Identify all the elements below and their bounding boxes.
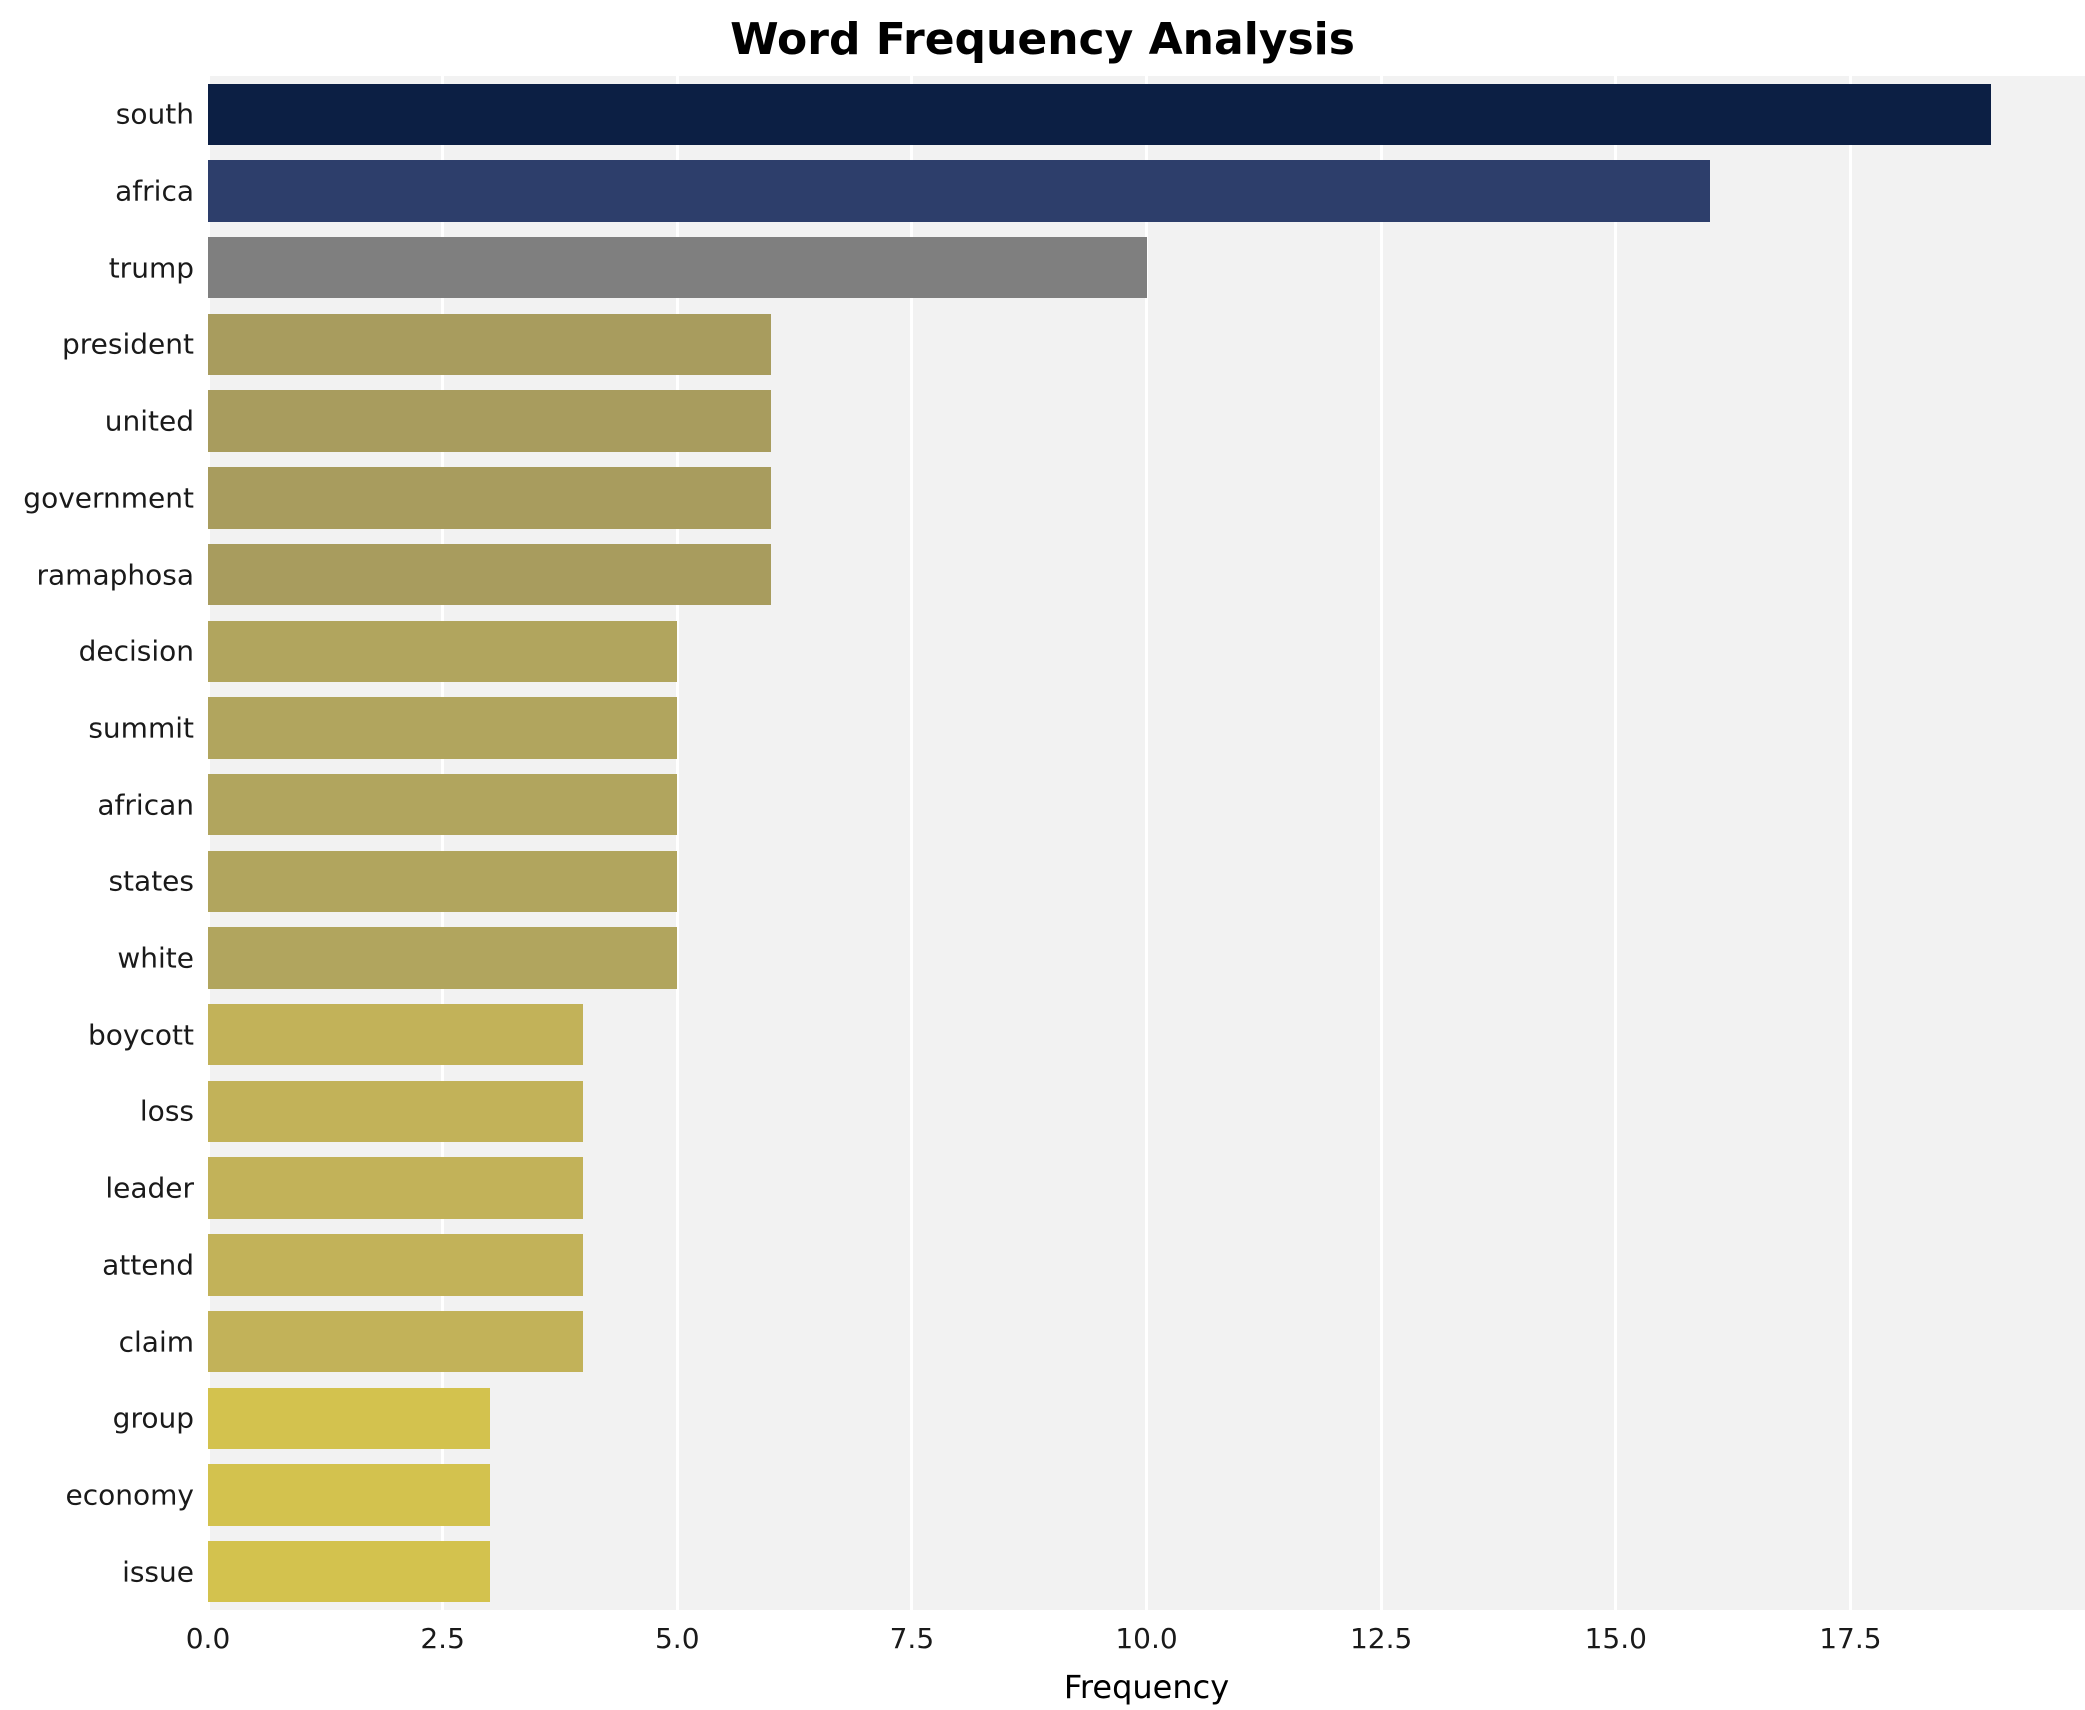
y-axis-labels: south africa trump president united governmen… bbox=[0, 76, 194, 1610]
bar-states bbox=[208, 850, 678, 913]
bar-group bbox=[208, 1387, 490, 1449]
bar-boycott bbox=[208, 1004, 584, 1066]
gridline bbox=[1614, 76, 1618, 1610]
bar-africa bbox=[208, 160, 1710, 222]
y-label-states: states bbox=[108, 864, 194, 898]
y-label-president: president bbox=[62, 327, 194, 361]
y-label-leader: leader bbox=[105, 1171, 194, 1205]
gridline bbox=[675, 76, 679, 1610]
y-label-ramaphosa: ramaphosa bbox=[36, 558, 195, 592]
bar-government bbox=[208, 467, 772, 529]
x-tick-label: 5.0 bbox=[654, 1622, 700, 1655]
gridline bbox=[1848, 76, 1852, 1610]
y-label-group: group bbox=[112, 1401, 194, 1435]
gridline bbox=[1145, 76, 1148, 1610]
y-label-white: white bbox=[117, 941, 194, 975]
x-tick-label: 15.0 bbox=[1584, 1622, 1647, 1655]
y-label-economy: economy bbox=[65, 1478, 194, 1512]
x-tick-label: 10.0 bbox=[1115, 1622, 1178, 1655]
y-label-government: government bbox=[23, 481, 194, 515]
x-tick-label: 0.0 bbox=[185, 1622, 231, 1655]
bar-president bbox=[208, 313, 772, 376]
bar-south bbox=[208, 83, 1992, 146]
y-label-united: united bbox=[104, 404, 194, 438]
gridline bbox=[910, 76, 914, 1610]
y-label-attend: attend bbox=[102, 1248, 194, 1282]
y-label-claim: claim bbox=[118, 1325, 194, 1359]
bar-white bbox=[208, 927, 678, 989]
x-tick-label: 12.5 bbox=[1349, 1622, 1413, 1655]
x-tick-label: 2.5 bbox=[420, 1622, 465, 1655]
x-axis-label: Frequency bbox=[1063, 1668, 1230, 1706]
bar-issue bbox=[208, 1540, 490, 1603]
bar-attend bbox=[208, 1234, 584, 1296]
bar-decision bbox=[208, 620, 678, 682]
bar-summit bbox=[208, 697, 678, 759]
bar-loss bbox=[208, 1080, 584, 1143]
bar-ramaphosa bbox=[208, 543, 772, 606]
y-label-issue: issue bbox=[122, 1555, 194, 1589]
bar-united bbox=[208, 390, 772, 452]
plot-area bbox=[206, 76, 2085, 1610]
x-tick-label: 7.5 bbox=[889, 1622, 935, 1655]
y-label-boycott: boycott bbox=[88, 1018, 194, 1052]
x-axis-ticks: 0.0 2.5 5.0 7.5 10.0 12.5 15.0 17.5 bbox=[186, 1622, 2085, 1662]
y-label-south: south bbox=[115, 97, 194, 131]
y-label-loss: loss bbox=[139, 1094, 194, 1128]
y-label-summit: summit bbox=[88, 711, 194, 745]
gridline bbox=[206, 76, 210, 1610]
y-label-decision: decision bbox=[78, 634, 194, 668]
chart-title: Word Frequency Analysis bbox=[730, 14, 1355, 65]
bar-african bbox=[208, 773, 678, 836]
y-label-africa: africa bbox=[115, 174, 194, 208]
y-label-african: african bbox=[97, 788, 194, 822]
bar-economy bbox=[208, 1464, 490, 1526]
bar-claim bbox=[208, 1310, 584, 1373]
gridline bbox=[1379, 76, 1383, 1610]
x-tick-label: 17.5 bbox=[1819, 1622, 1882, 1655]
bar-trump bbox=[208, 237, 1147, 299]
y-label-trump: trump bbox=[108, 251, 194, 285]
gridline bbox=[441, 76, 445, 1610]
bar-leader bbox=[208, 1157, 584, 1219]
